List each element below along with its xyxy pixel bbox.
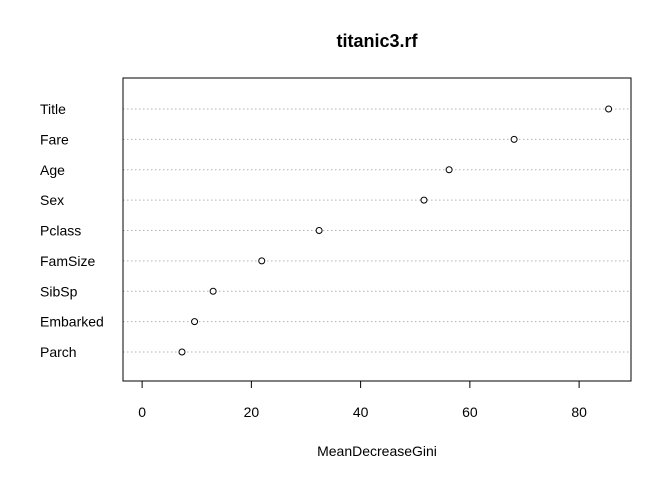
- x-axis: 0 20 40 60 80: [138, 380, 587, 420]
- data-point-sibsp: [209, 287, 217, 295]
- category-label-embarked: Embarked: [40, 314, 104, 330]
- x-tick-label-80: 80: [571, 404, 587, 420]
- data-point-pclass: [315, 227, 323, 234]
- data-points: [178, 105, 613, 356]
- x-tick-label-0: 0: [138, 404, 146, 420]
- category-label-famsize: FamSize: [40, 253, 95, 269]
- category-label-fare: Fare: [40, 131, 69, 147]
- data-point-fare: [510, 135, 518, 143]
- category-label-age: Age: [40, 162, 65, 178]
- category-label-parch: Parch: [40, 344, 77, 360]
- x-axis-label: MeanDecreaseGini: [317, 443, 437, 459]
- plot-frame: [122, 77, 632, 382]
- x-tick-label-40: 40: [353, 404, 369, 420]
- data-point-age: [445, 166, 453, 174]
- category-label-sex: Sex: [40, 192, 64, 208]
- category-label-sibsp: SibSp: [40, 283, 78, 299]
- data-point-famsize: [258, 257, 266, 265]
- data-point-embarked: [191, 318, 199, 326]
- x-tick-label-60: 60: [462, 404, 478, 420]
- category-label-title: Title: [40, 101, 66, 117]
- category-labels: Title Fare Age Sex Pclass FamSize SibSp Embarke…: [40, 101, 104, 360]
- data-point-sex: [420, 196, 428, 204]
- data-point-title: [605, 105, 613, 113]
- x-tick-label-20: 20: [244, 404, 260, 420]
- grid-lines: [123, 108, 631, 353]
- category-label-pclass: Pclass: [40, 223, 81, 239]
- data-point-parch: [178, 348, 186, 356]
- chart-title: titanic3.rf: [336, 31, 418, 51]
